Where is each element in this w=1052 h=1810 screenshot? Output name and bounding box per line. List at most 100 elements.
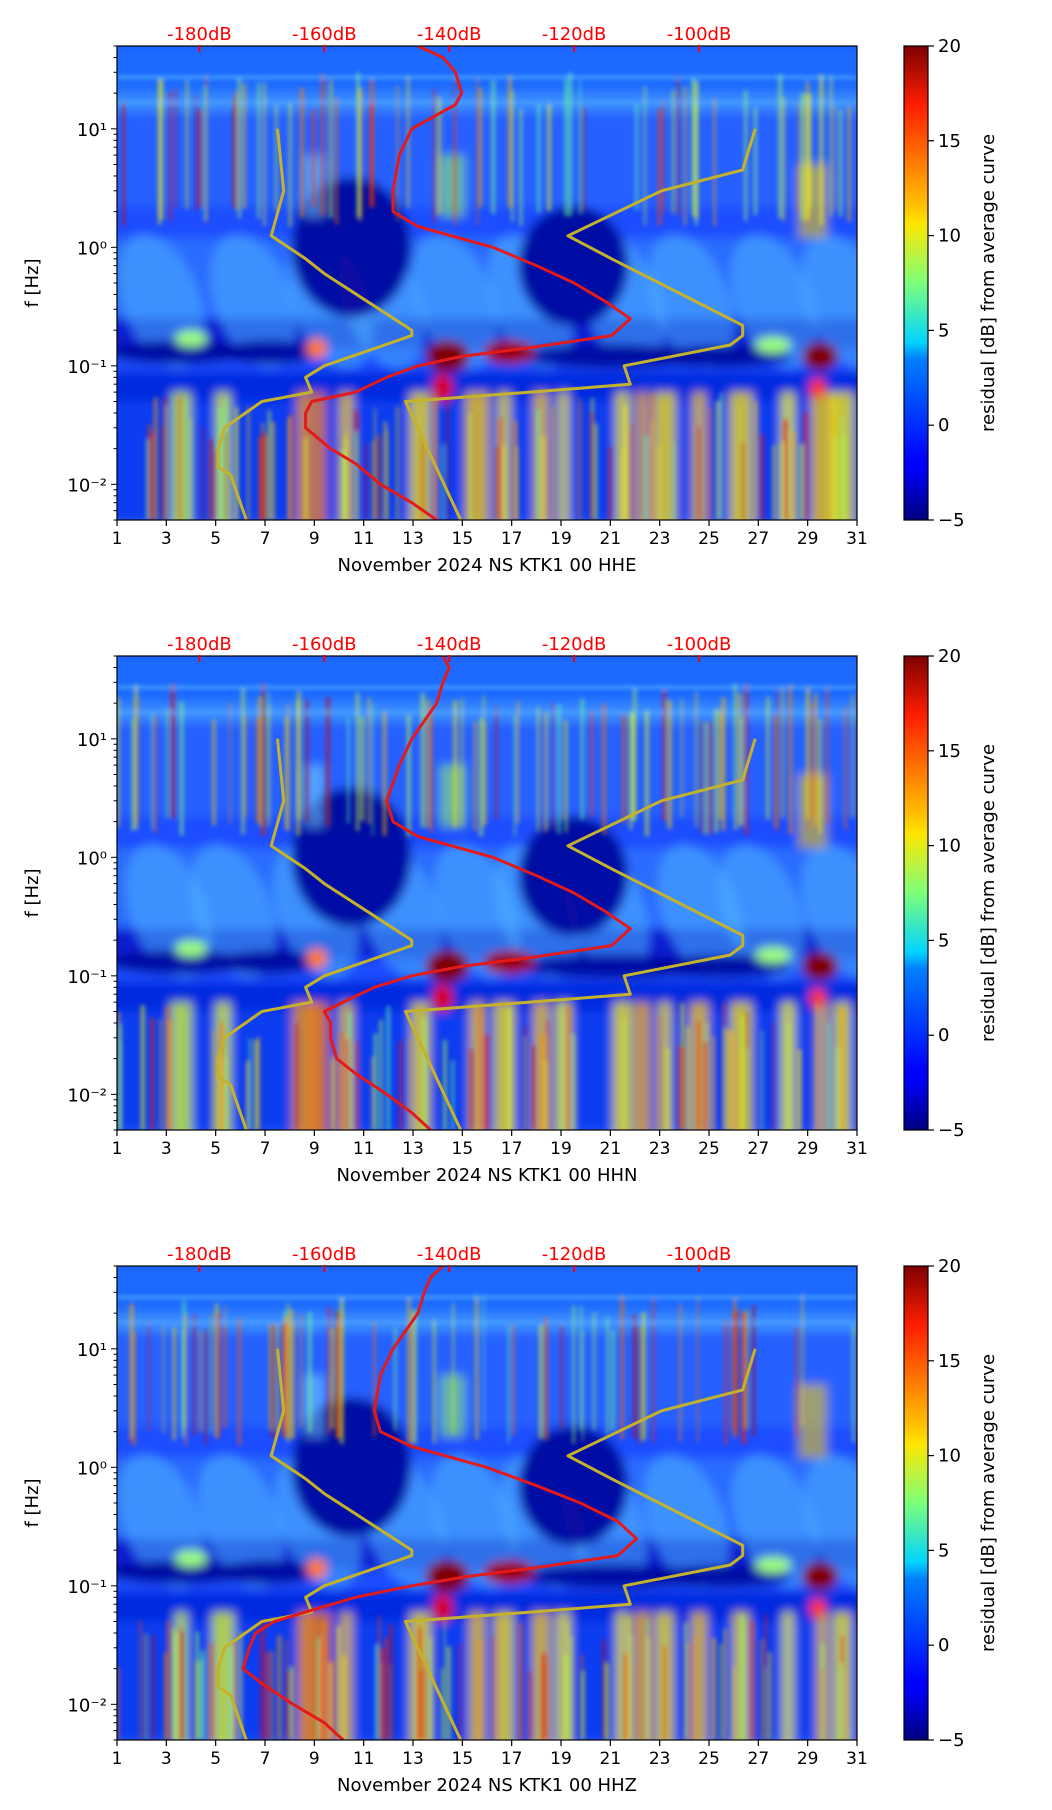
db-tick-label: -140dB <box>417 1244 482 1265</box>
db-tick-label: -180dB <box>167 24 232 45</box>
y-tick-label: 10⁻¹ <box>67 1577 107 1598</box>
colorbar: 20 15 10 5 0 −5 residual [dB] from average cur… <box>903 646 999 1141</box>
x-tick-label: 9 <box>309 529 320 549</box>
colorbar-tick-label: −5 <box>938 510 965 531</box>
x-tick-label: 29 <box>797 1749 819 1769</box>
y-axis-label: f [Hz] <box>22 1478 43 1527</box>
panel-1: 1 3 5 7 9 11 13 15 17 19 21 23 25 27 29 3110¹10⁰10⁻¹10⁻… <box>22 24 999 576</box>
colorbar-gradient <box>903 1265 929 1741</box>
y-tick-label: 10⁻¹ <box>67 357 107 378</box>
mean-psd-curve <box>322 656 632 1130</box>
x-tick-label: 25 <box>698 1139 720 1159</box>
x-tick-label: 1 <box>112 529 123 549</box>
colorbar-tick-label: 15 <box>938 131 961 152</box>
colorbar-tick-label: 0 <box>938 1635 949 1656</box>
y-axis-label: f [Hz] <box>22 868 43 917</box>
colorbar-tick-label: 5 <box>938 320 949 341</box>
x-tick-label: 15 <box>452 1749 474 1769</box>
y-tick-label: 10⁻² <box>67 1085 107 1106</box>
colorbar-tick-label: 0 <box>938 415 949 436</box>
db-tick-label: -160dB <box>292 1244 357 1265</box>
x-tick-label: 31 <box>846 1749 868 1769</box>
colorbar: 20 15 10 5 0 −5 residual [dB] from average cur… <box>903 36 999 531</box>
x-tick-label: 5 <box>210 529 221 549</box>
y-tick-label: 10⁻² <box>67 475 107 496</box>
x-tick-label: 13 <box>402 1139 424 1159</box>
colorbar-tick-label: 0 <box>938 1025 949 1046</box>
x-tick-label: 15 <box>452 1139 474 1159</box>
x-tick-label: 5 <box>210 1139 221 1159</box>
db-tick-label: -160dB <box>292 24 357 45</box>
high-noise-model-curve <box>404 128 757 520</box>
heatmap-image <box>117 656 857 1130</box>
x-tick-label: 13 <box>402 529 424 549</box>
db-tick-label: -160dB <box>292 634 357 655</box>
x-tick-label: 29 <box>797 1139 819 1159</box>
y-tick-label: 10¹ <box>77 1340 107 1361</box>
colorbar-tick-label: 20 <box>938 646 961 667</box>
x-tick-label: 17 <box>501 1139 523 1159</box>
x-tick-label: 3 <box>161 529 172 549</box>
db-tick-label: -180dB <box>167 1244 232 1265</box>
x-tick-label: 31 <box>846 529 868 549</box>
db-tick-label: -140dB <box>417 634 482 655</box>
x-tick-label: 17 <box>501 529 523 549</box>
x-tick-label: 19 <box>550 529 572 549</box>
x-tick-label: 11 <box>353 1749 375 1769</box>
mean-psd-curve <box>304 46 632 520</box>
x-tick-label: 9 <box>309 1139 320 1159</box>
x-tick-label: 13 <box>402 1749 424 1769</box>
colorbar-tick-label: 5 <box>938 1540 949 1561</box>
x-tick-label: 3 <box>161 1139 172 1159</box>
db-tick-label: -100dB <box>667 24 732 45</box>
x-tick-label: 7 <box>260 1139 271 1159</box>
heatmap-image <box>117 46 857 520</box>
db-tick-label: -120dB <box>542 634 607 655</box>
colorbar-tick-label: 20 <box>938 1256 961 1277</box>
x-tick-label: 27 <box>748 1139 770 1159</box>
x-tick-label: 25 <box>698 1749 720 1769</box>
colorbar-tick-label: 5 <box>938 930 949 951</box>
x-tick-label: 27 <box>748 529 770 549</box>
y-tick-label: 10⁰ <box>77 848 107 869</box>
db-tick-label: -100dB <box>667 634 732 655</box>
x-tick-label: 21 <box>600 1139 622 1159</box>
colorbar-tick-label: −5 <box>938 1730 965 1751</box>
x-tick-label: 25 <box>698 529 720 549</box>
x-tick-label: 3 <box>161 1749 172 1769</box>
db-tick-label: -180dB <box>167 634 232 655</box>
low-noise-model-curve <box>216 738 414 1130</box>
x-tick-label: 1 <box>112 1749 123 1769</box>
colorbar-tick-label: −5 <box>938 1120 965 1141</box>
colorbar-label: residual [dB] from average curve <box>978 744 999 1042</box>
colorbar-gradient <box>903 45 929 521</box>
y-tick-label: 10⁻¹ <box>67 967 107 988</box>
x-tick-label: 7 <box>260 1749 271 1769</box>
mean-psd-curve <box>241 1266 639 1740</box>
colorbar-gradient <box>903 655 929 1131</box>
x-tick-label: 9 <box>309 1749 320 1769</box>
x-tick-label: 17 <box>501 1749 523 1769</box>
x-tick-label: 1 <box>112 1139 123 1159</box>
x-tick-label: 29 <box>797 529 819 549</box>
y-tick-label: 10⁰ <box>77 238 107 259</box>
x-tick-label: 21 <box>600 529 622 549</box>
x-tick-label: 11 <box>353 1139 375 1159</box>
colorbar-tick-label: 10 <box>938 836 961 857</box>
colorbar-tick-label: 20 <box>938 36 961 57</box>
y-tick-label: 10¹ <box>77 120 107 141</box>
x-tick-label: 7 <box>260 529 271 549</box>
x-tick-label: 21 <box>600 1749 622 1769</box>
x-tick-label: 23 <box>649 529 671 549</box>
db-tick-label: -140dB <box>417 24 482 45</box>
y-tick-label: 10¹ <box>77 730 107 751</box>
y-axis-label: f [Hz] <box>22 258 43 307</box>
low-noise-model-curve <box>216 128 414 520</box>
x-tick-label: 27 <box>748 1749 770 1769</box>
colorbar-tick-label: 15 <box>938 741 961 762</box>
x-tick-label: 31 <box>846 1139 868 1159</box>
colorbar-tick-label: 10 <box>938 1446 961 1467</box>
panel-2: 1 3 5 7 9 11 13 15 17 19 21 23 25 27 29 3110¹10⁰10⁻¹10⁻… <box>22 634 999 1186</box>
y-tick-label: 10⁻² <box>67 1695 107 1716</box>
